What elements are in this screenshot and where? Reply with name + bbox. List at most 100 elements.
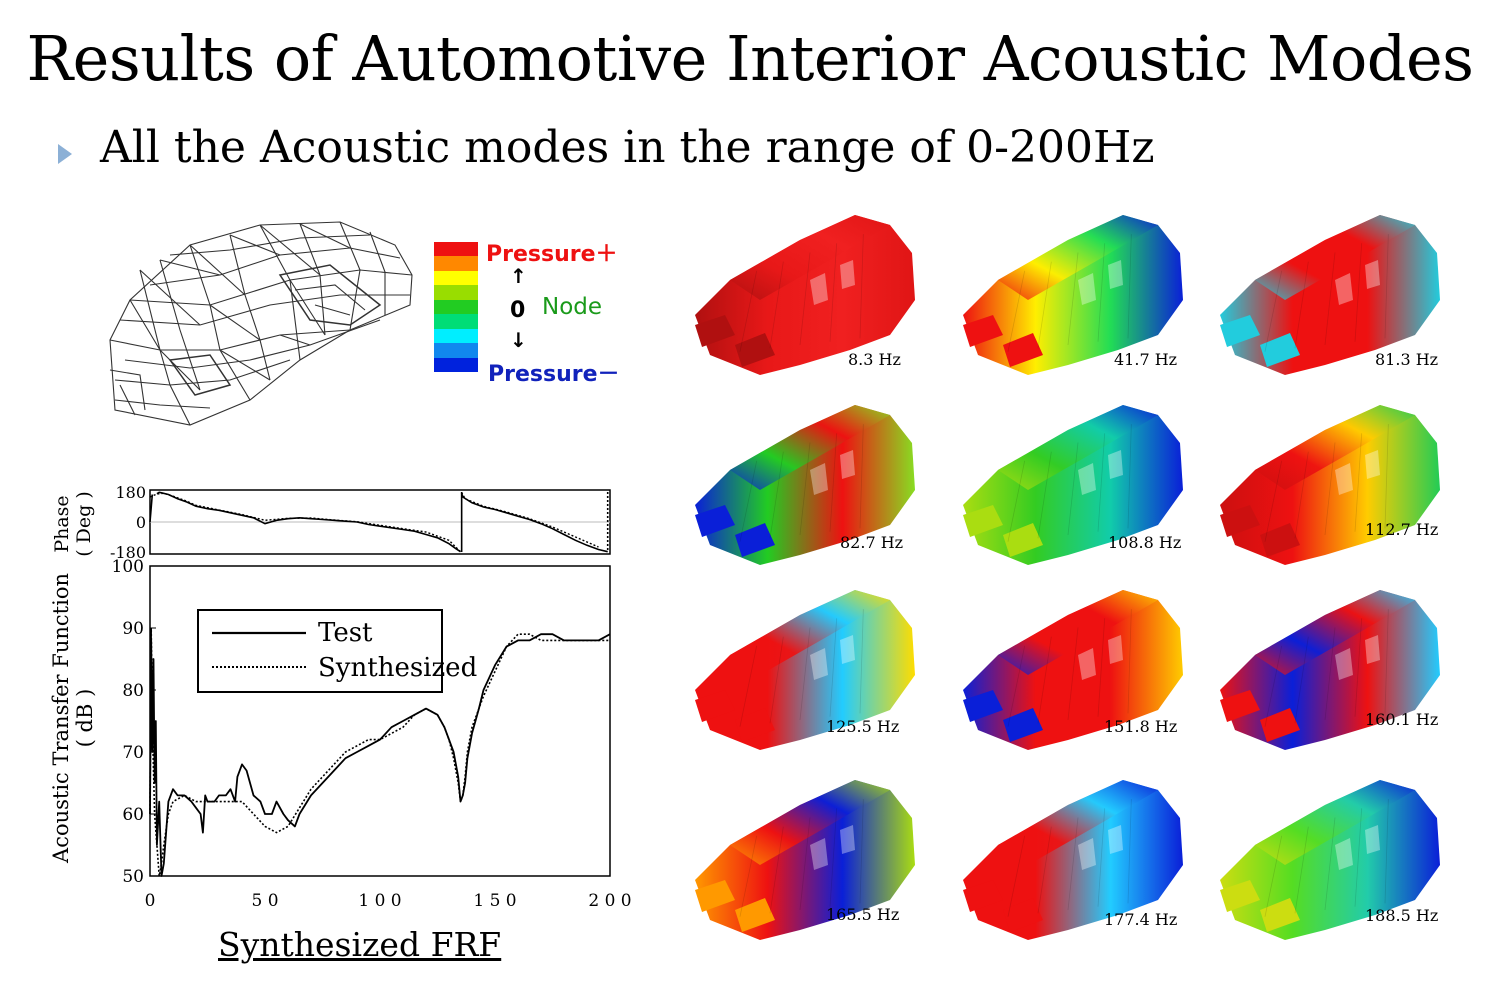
legend-color-swatch <box>434 328 478 344</box>
car-mesh-lines <box>1264 234 1389 352</box>
car-mesh-line <box>1127 799 1132 904</box>
car-front-block <box>1260 898 1300 932</box>
car-mesh-lines <box>1264 424 1389 542</box>
car-window <box>1335 648 1353 680</box>
car-mesh-lines <box>1007 799 1132 917</box>
mag-ytick-label: 90 <box>122 619 144 639</box>
mag-xtick-label: 1 0 0 <box>358 891 401 911</box>
mode-shape-car: 108.8 Hz <box>963 405 1183 565</box>
frf-caption: Synthesized FRF <box>218 925 502 964</box>
car-mesh-line <box>769 826 784 914</box>
mode-shape-car: 112.7 Hz <box>1220 405 1440 565</box>
car-front-block <box>1260 523 1300 557</box>
bullet-text: All the Acoustic modes in the range of 0… <box>100 122 1155 173</box>
car-mesh-line <box>1097 243 1106 342</box>
mode-shape-car: 41.7 Hz <box>963 215 1183 375</box>
car-mesh-line <box>1294 451 1309 539</box>
car-mesh-line <box>799 252 811 346</box>
car-mesh-line <box>1294 636 1309 724</box>
mag-ytick-label: 80 <box>122 681 144 701</box>
mag-ytick-label: 70 <box>122 743 144 763</box>
car-mesh-line <box>739 270 758 352</box>
car-body-roof <box>998 780 1158 865</box>
car-mesh-line <box>1264 460 1283 542</box>
legend-color-swatch <box>434 285 478 301</box>
car-body-roof <box>1255 215 1415 300</box>
car-body-side <box>963 215 1183 375</box>
car-mesh-line <box>1007 835 1026 917</box>
car-mesh-line <box>859 424 864 529</box>
mode-shape-car: 151.8 Hz <box>963 590 1183 750</box>
car-body-roof <box>1255 405 1415 490</box>
car-body-roof <box>1255 590 1415 675</box>
mode-frequency-label: 112.7 Hz <box>1365 520 1438 539</box>
legend-synth-label: Synthesized <box>318 653 477 683</box>
car-mesh-line <box>1007 460 1026 542</box>
car-window <box>840 825 855 854</box>
car-mesh-line <box>739 835 758 917</box>
car-body-side <box>1220 780 1440 940</box>
mode-frequency-label: 160.1 Hz <box>1365 710 1438 729</box>
car-window <box>1078 838 1096 870</box>
car-body-roof <box>998 590 1158 675</box>
car-front-block <box>1260 708 1300 742</box>
car-window <box>1335 838 1353 870</box>
car-mesh-line <box>1294 826 1309 914</box>
car-mesh-line <box>1384 424 1389 529</box>
mode-frequency-label: 165.5 Hz <box>826 905 899 924</box>
car-mesh-line <box>1354 243 1363 342</box>
slide-title: Results of Automotive Interior Acoustic … <box>26 22 1474 95</box>
legend-test-label: Test <box>318 618 373 648</box>
legend-node-label: Node <box>542 294 603 320</box>
car-mesh-line <box>769 451 784 539</box>
car-mesh-line <box>1294 261 1309 349</box>
car-mesh-line <box>829 808 838 907</box>
mode-frequency-label: 108.8 Hz <box>1108 533 1181 552</box>
legend-color-swatch <box>434 256 478 272</box>
car-mesh-line <box>1324 442 1336 536</box>
car-window <box>840 635 855 664</box>
car-front-block <box>1220 505 1260 537</box>
car-window <box>1335 463 1353 495</box>
car-mesh-lines <box>1007 609 1132 727</box>
mode-frequency-label: 82.7 Hz <box>840 533 903 552</box>
mode-shape-car: 125.5 Hz <box>695 590 915 750</box>
car-mesh-line <box>1264 270 1283 352</box>
car-body-side <box>695 405 915 565</box>
car-window <box>810 838 828 870</box>
car-window <box>810 273 828 305</box>
mode-frequency-label: 188.5 Hz <box>1365 906 1438 925</box>
car-front-block <box>735 708 775 742</box>
car-window <box>1365 635 1380 664</box>
pressure-color-legend: Pressure＋ ↑ 0 Node ↓ Pressure－ <box>430 232 620 387</box>
car-mesh-line <box>859 799 864 904</box>
car-mesh-line <box>1067 627 1079 721</box>
car-body-side <box>963 405 1183 565</box>
car-body-side <box>1220 405 1440 565</box>
car-mesh-lines <box>1007 424 1132 542</box>
phase-ytick-label: 0 <box>136 513 146 532</box>
car-mesh-line <box>799 442 811 536</box>
mag-xtick-label: 5 0 <box>251 891 278 911</box>
car-body-roof <box>730 405 890 490</box>
mode-shape-car: 160.1 Hz <box>1220 590 1440 750</box>
car-mesh-lines <box>739 234 864 352</box>
car-mesh-lines <box>1007 234 1132 352</box>
car-mesh-line <box>859 609 864 714</box>
car-front-block <box>695 880 735 912</box>
car-mesh-line <box>1324 627 1336 721</box>
car-mesh-line <box>1324 252 1336 346</box>
car-mesh-line <box>1127 609 1132 714</box>
phase-ylabel-line1: Phase <box>51 495 73 552</box>
legend-arrow-up-icon: ↑ <box>510 264 527 288</box>
car-wireframe-mesh <box>109 221 413 426</box>
car-front-block <box>963 505 1003 537</box>
mag-series-synthesized <box>149 627 610 877</box>
car-mesh-line <box>1037 451 1052 539</box>
car-front-block <box>735 523 775 557</box>
mag-series-test <box>149 633 611 877</box>
legend-color-swatch <box>434 343 478 359</box>
frf-chart-area: Phase ( Deg ) 180 0 -180 Acoustic Transfer… <box>49 483 632 911</box>
car-mesh-line <box>769 261 784 349</box>
legend-color-swatch <box>434 314 478 330</box>
